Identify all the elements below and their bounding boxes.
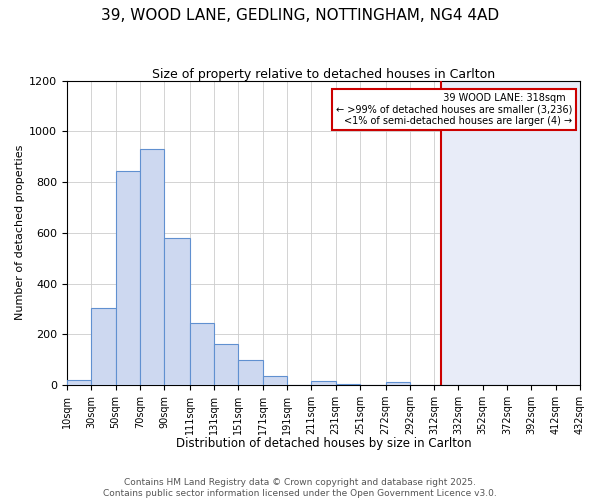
Text: 39 WOOD LANE: 318sqm  
← >99% of detached houses are smaller (3,236)
<1% of semi: 39 WOOD LANE: 318sqm ← >99% of detached … <box>336 92 572 126</box>
Bar <box>311 381 335 385</box>
Bar <box>67 380 91 385</box>
Bar <box>263 376 287 385</box>
Bar <box>442 80 580 385</box>
Bar <box>214 344 238 385</box>
Bar <box>116 170 140 385</box>
Bar <box>164 238 190 385</box>
Bar <box>140 149 164 385</box>
X-axis label: Distribution of detached houses by size in Carlton: Distribution of detached houses by size … <box>176 437 472 450</box>
Bar <box>335 384 360 385</box>
Title: Size of property relative to detached houses in Carlton: Size of property relative to detached ho… <box>152 68 495 80</box>
Y-axis label: Number of detached properties: Number of detached properties <box>15 145 25 320</box>
Bar <box>238 360 263 385</box>
Bar <box>190 323 214 385</box>
Bar <box>386 382 410 385</box>
Bar <box>91 308 116 385</box>
Text: 39, WOOD LANE, GEDLING, NOTTINGHAM, NG4 4AD: 39, WOOD LANE, GEDLING, NOTTINGHAM, NG4 … <box>101 8 499 22</box>
Text: Contains HM Land Registry data © Crown copyright and database right 2025.
Contai: Contains HM Land Registry data © Crown c… <box>103 478 497 498</box>
